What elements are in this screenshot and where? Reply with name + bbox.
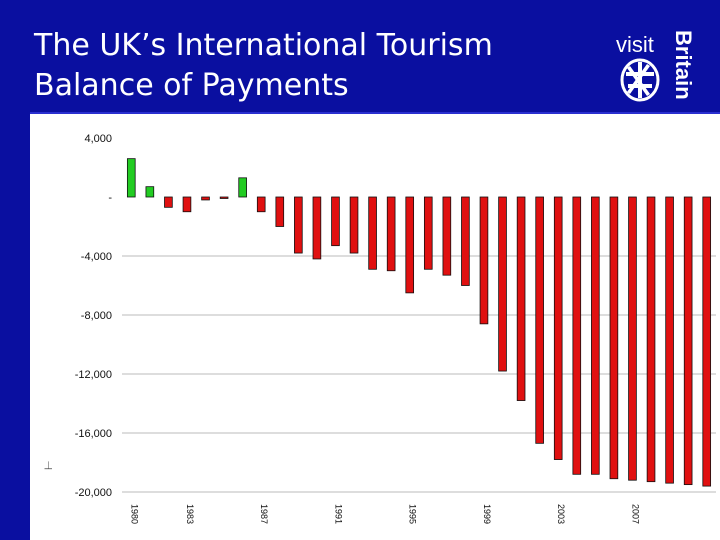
x-tick-label: 1987: [259, 504, 269, 524]
bar-1988: [275, 196, 285, 227]
svg-text:⊢: ⊢: [43, 460, 55, 470]
bar-1991: [331, 196, 340, 247]
x-axis-ticks: 1980 1983 1987 1991 1995 1999 2003 2007: [129, 504, 640, 524]
bar-1997: [442, 196, 452, 276]
logo-word-visit: visit: [616, 32, 654, 57]
bar-2006: [609, 196, 619, 480]
bar-2003: [553, 196, 563, 460]
bar-2008: [646, 196, 656, 483]
axis-marker: ⊢: [43, 460, 55, 470]
bar-1983: [182, 196, 192, 213]
y-axis-ticks: 4,000 - -4,000 -8,000 -12,000 -16,000 -20,000: [75, 133, 113, 499]
bar-1989: [294, 196, 303, 254]
bar-1995: [405, 196, 415, 294]
bar-2002: [535, 196, 544, 444]
bar-1985: [219, 196, 229, 199]
slide-title-line-1: The UK’s International Tourism: [34, 28, 493, 63]
bar-1986: [238, 177, 247, 198]
y-tick-label: -16,000: [75, 428, 112, 440]
bar-2001: [516, 196, 526, 401]
y-tick-label: 4,000: [84, 133, 112, 145]
y-tick-label: -4,000: [81, 251, 112, 263]
bar-1982: [164, 196, 173, 208]
bar-1987: [256, 196, 266, 213]
bar-1981: [145, 186, 155, 198]
x-tick-label: 1983: [185, 504, 195, 524]
x-tick-label: 1991: [333, 504, 343, 524]
x-tick-label: 1980: [129, 504, 139, 524]
x-tick-label: 2007: [630, 504, 640, 524]
y-tick-label: -12,000: [75, 369, 112, 381]
bar-1984: [201, 196, 210, 201]
bars: [126, 158, 712, 487]
bar-2010: [683, 196, 693, 486]
x-tick-label: 1995: [408, 504, 418, 524]
y-tick-label: -: [108, 192, 112, 204]
bar-2009: [665, 196, 674, 484]
bar-2005: [591, 196, 600, 475]
bar-1990: [312, 196, 322, 260]
gridlines: [122, 255, 716, 493]
bar-1980: [126, 158, 136, 198]
visitbritain-logo: visit Britain: [616, 30, 696, 102]
y-tick-label: -20,000: [75, 487, 112, 499]
bar-1996: [423, 196, 433, 270]
bar-1993: [368, 196, 377, 270]
bar-2000: [498, 196, 507, 372]
britain-logo-icon: [620, 58, 660, 102]
chart-panel: 4,000- -4,000 -8,000 -12,000 -16,000 -20,000 …: [30, 114, 720, 540]
bar-1998: [461, 196, 470, 286]
y-tick-label: -8,000: [81, 310, 112, 322]
logo-word-britain: Britain: [671, 30, 696, 100]
bar-chart: 4,000--4,000-8,000-12,000-16,000-20,000 …: [43, 133, 716, 524]
bar-1999: [479, 196, 489, 325]
bar-2011: [702, 196, 712, 487]
x-tick-label: 1999: [482, 504, 492, 524]
title-divider: [30, 112, 720, 114]
bar-1994: [386, 196, 396, 272]
slide-title: The UK’s International Tourism Balance o…: [34, 26, 594, 106]
x-tick-label: 2003: [556, 504, 566, 524]
bar-1992: [349, 196, 359, 254]
bar-2004: [572, 196, 582, 475]
bar-2007: [628, 196, 637, 481]
slide-title-line-2: Balance of Payments: [34, 68, 349, 103]
